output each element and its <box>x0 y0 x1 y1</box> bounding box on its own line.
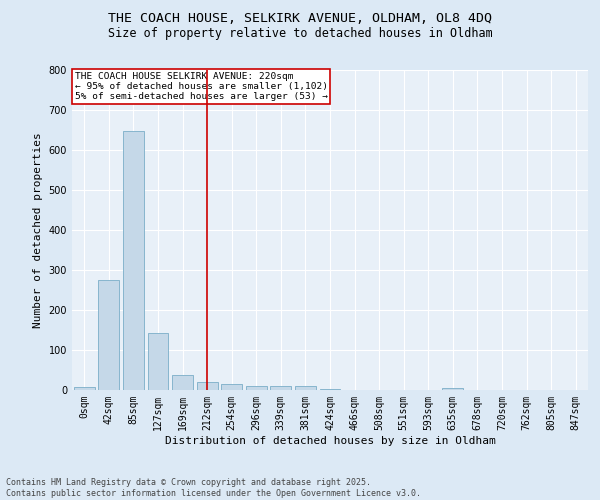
Bar <box>271 386 292 390</box>
Bar <box>246 386 267 390</box>
Text: THE COACH HOUSE SELKIRK AVENUE: 220sqm
← 95% of detached houses are smaller (1,1: THE COACH HOUSE SELKIRK AVENUE: 220sqm ←… <box>74 72 328 102</box>
Text: Size of property relative to detached houses in Oldham: Size of property relative to detached ho… <box>107 28 493 40</box>
Bar <box>221 384 242 390</box>
Y-axis label: Number of detached properties: Number of detached properties <box>33 132 43 328</box>
Bar <box>123 131 144 390</box>
Bar <box>98 280 119 390</box>
Bar <box>295 386 316 390</box>
Bar <box>148 333 169 390</box>
X-axis label: Distribution of detached houses by size in Oldham: Distribution of detached houses by size … <box>164 436 496 446</box>
Bar <box>172 375 193 390</box>
Bar <box>320 389 340 390</box>
Text: Contains HM Land Registry data © Crown copyright and database right 2025.
Contai: Contains HM Land Registry data © Crown c… <box>6 478 421 498</box>
Bar <box>442 388 463 390</box>
Bar <box>197 382 218 390</box>
Bar <box>74 387 95 390</box>
Text: THE COACH HOUSE, SELKIRK AVENUE, OLDHAM, OL8 4DQ: THE COACH HOUSE, SELKIRK AVENUE, OLDHAM,… <box>108 12 492 26</box>
